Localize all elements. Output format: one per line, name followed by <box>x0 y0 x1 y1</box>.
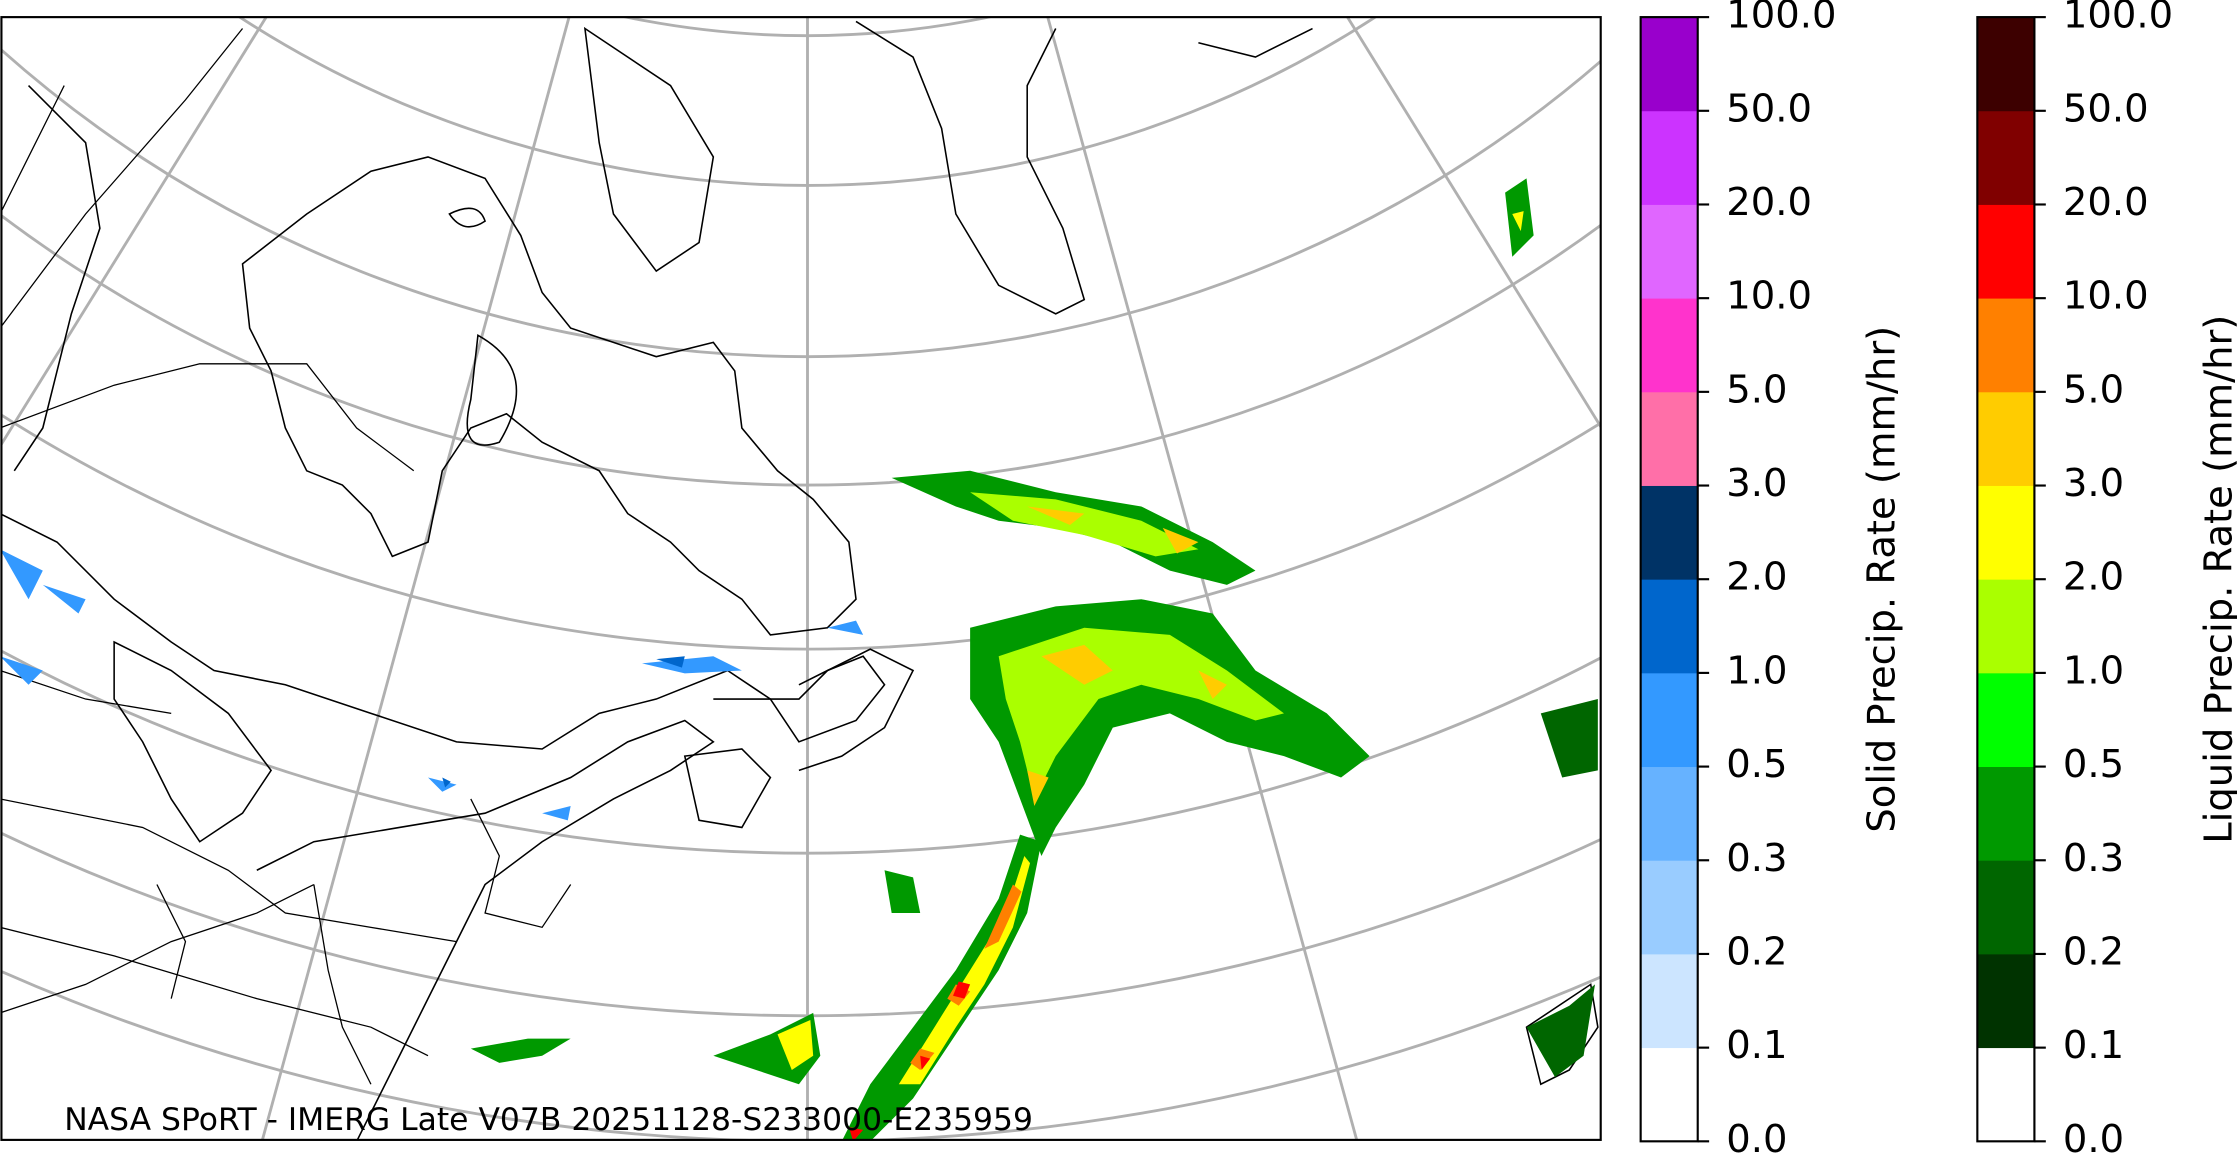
color-segment <box>1977 110 2035 205</box>
color-segment <box>1977 298 2035 393</box>
tick-label: 2.0 <box>2063 555 2124 600</box>
tick-label: 1.0 <box>2063 648 2124 693</box>
color-segment <box>1640 17 1698 112</box>
color-segment <box>1977 17 2035 112</box>
tick-label: 0.2 <box>1726 929 1787 974</box>
tick-label: 0.5 <box>2063 742 2124 787</box>
map-background <box>1 17 1601 1140</box>
color-segment <box>1640 579 1698 674</box>
color-segment <box>1977 485 2035 580</box>
annotation: NASA SPoRT - IMERG Late V07B 20251128-S2… <box>64 1102 1033 1138</box>
color-segment <box>1977 391 2035 486</box>
color-segment <box>1640 860 1698 955</box>
tick-label: 0.5 <box>1726 742 1787 787</box>
tick-label: 20.0 <box>2063 180 2149 225</box>
tick-label: 0.1 <box>2063 1023 2124 1068</box>
color-segment <box>1640 1047 1698 1142</box>
colorbar-label: Solid Precip. Rate (mm/hr) <box>1860 326 1905 833</box>
tick-label: 10.0 <box>2063 274 2149 319</box>
tick-label: 0.0 <box>2063 1117 2124 1162</box>
color-segment <box>1640 953 1698 1049</box>
tick-label: 0.3 <box>1726 836 1787 881</box>
precipitation <box>1 178 1598 1140</box>
tick-label: 0.2 <box>2063 929 2124 974</box>
tick-label: 5.0 <box>2063 367 2124 412</box>
tick-label: 3.0 <box>1726 461 1787 506</box>
color-segment <box>1640 391 1698 486</box>
color-segment <box>1977 204 2035 299</box>
tick-label: 100.0 <box>1726 0 1836 38</box>
tick-label: 3.0 <box>2063 461 2124 506</box>
color-segment <box>1640 298 1698 393</box>
coastlines <box>1 20 1599 1140</box>
color-segment <box>1640 485 1698 580</box>
color-segment <box>1977 860 2035 955</box>
tick-label: 0.1 <box>1726 1023 1787 1068</box>
tick-label: 2.0 <box>1726 555 1787 600</box>
tick-label: 0.0 <box>1726 1117 1787 1162</box>
color-segment <box>1977 766 2035 861</box>
tick-label: 100.0 <box>2063 0 2173 38</box>
color-segment <box>1640 110 1698 205</box>
map-frame <box>0 16 1602 1141</box>
color-segment <box>1640 204 1698 299</box>
tick-label: 10.0 <box>1726 274 1812 319</box>
tick-label: 20.0 <box>1726 180 1812 225</box>
color-segment <box>1640 766 1698 861</box>
color-segment <box>1977 579 2035 674</box>
color-segment <box>1977 953 2035 1049</box>
colorbars: 0.0 0.1 0.2 0.3 0.5 1.0 2.0 3.0 5.0 10.0 20.0 50.0 1… <box>1639 0 2237 1162</box>
color-segment <box>1977 672 2035 768</box>
color-segment <box>1977 1047 2035 1142</box>
tick-label: 1.0 <box>1726 648 1787 693</box>
color-segment <box>1640 672 1698 768</box>
tick-label: 50.0 <box>1726 86 1812 131</box>
tick-label: 5.0 <box>1726 367 1787 412</box>
colorbar-label: Liquid Precip. Rate (mm/hr) <box>2196 315 2237 844</box>
tick-label: 50.0 <box>2063 86 2149 131</box>
tick-label: 0.3 <box>2063 836 2124 881</box>
